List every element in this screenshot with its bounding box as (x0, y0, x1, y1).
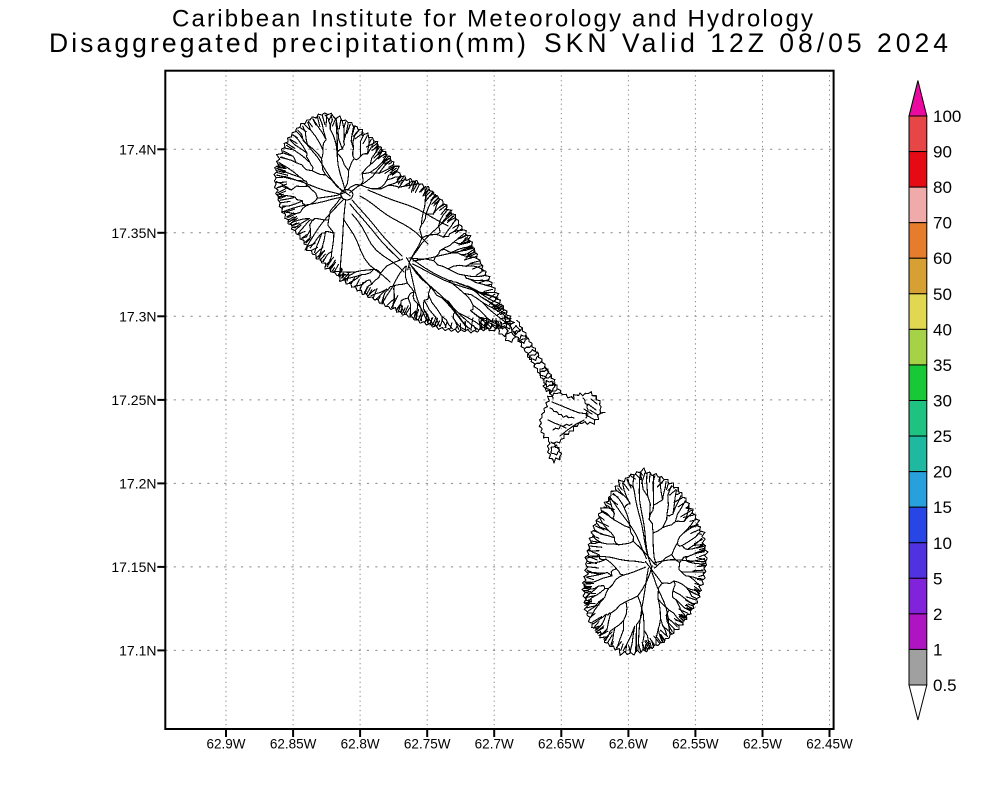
svg-text:80: 80 (933, 178, 952, 197)
svg-text:17.2N: 17.2N (119, 475, 156, 491)
svg-text:17.1N: 17.1N (119, 642, 156, 658)
svg-text:17.4N: 17.4N (119, 141, 156, 157)
svg-text:50: 50 (933, 285, 952, 304)
svg-text:17.35N: 17.35N (111, 225, 156, 241)
svg-text:60: 60 (933, 249, 952, 268)
svg-text:17.3N: 17.3N (119, 308, 156, 324)
svg-text:62.6W: 62.6W (609, 737, 648, 752)
svg-text:62.8W: 62.8W (341, 737, 380, 752)
svg-text:90: 90 (933, 143, 952, 162)
svg-text:1: 1 (933, 640, 942, 659)
svg-text:62.5W: 62.5W (743, 737, 782, 752)
svg-text:62.7W: 62.7W (475, 737, 514, 752)
svg-text:100: 100 (933, 107, 961, 126)
svg-text:62.65W: 62.65W (538, 737, 585, 752)
svg-text:5: 5 (933, 569, 942, 588)
svg-text:35: 35 (933, 356, 952, 375)
svg-text:17.15N: 17.15N (111, 559, 156, 575)
svg-text:40: 40 (933, 320, 952, 339)
svg-text:17.25N: 17.25N (111, 392, 156, 408)
svg-text:10: 10 (933, 534, 952, 553)
svg-text:20: 20 (933, 463, 952, 482)
svg-text:0.5: 0.5 (933, 676, 957, 695)
svg-text:30: 30 (933, 392, 952, 411)
svg-text:70: 70 (933, 214, 952, 233)
svg-text:25: 25 (933, 427, 952, 446)
svg-text:62.55W: 62.55W (672, 737, 719, 752)
svg-text:62.75W: 62.75W (404, 737, 451, 752)
svg-text:62.85W: 62.85W (270, 737, 317, 752)
svg-text:62.9W: 62.9W (206, 737, 245, 752)
svg-text:62.45W: 62.45W (806, 737, 853, 752)
svg-text:Caribbean Institute for Meteor: Caribbean Institute for Meteorology and … (172, 5, 813, 32)
svg-text:2: 2 (933, 605, 942, 624)
svg-text:15: 15 (933, 498, 952, 517)
